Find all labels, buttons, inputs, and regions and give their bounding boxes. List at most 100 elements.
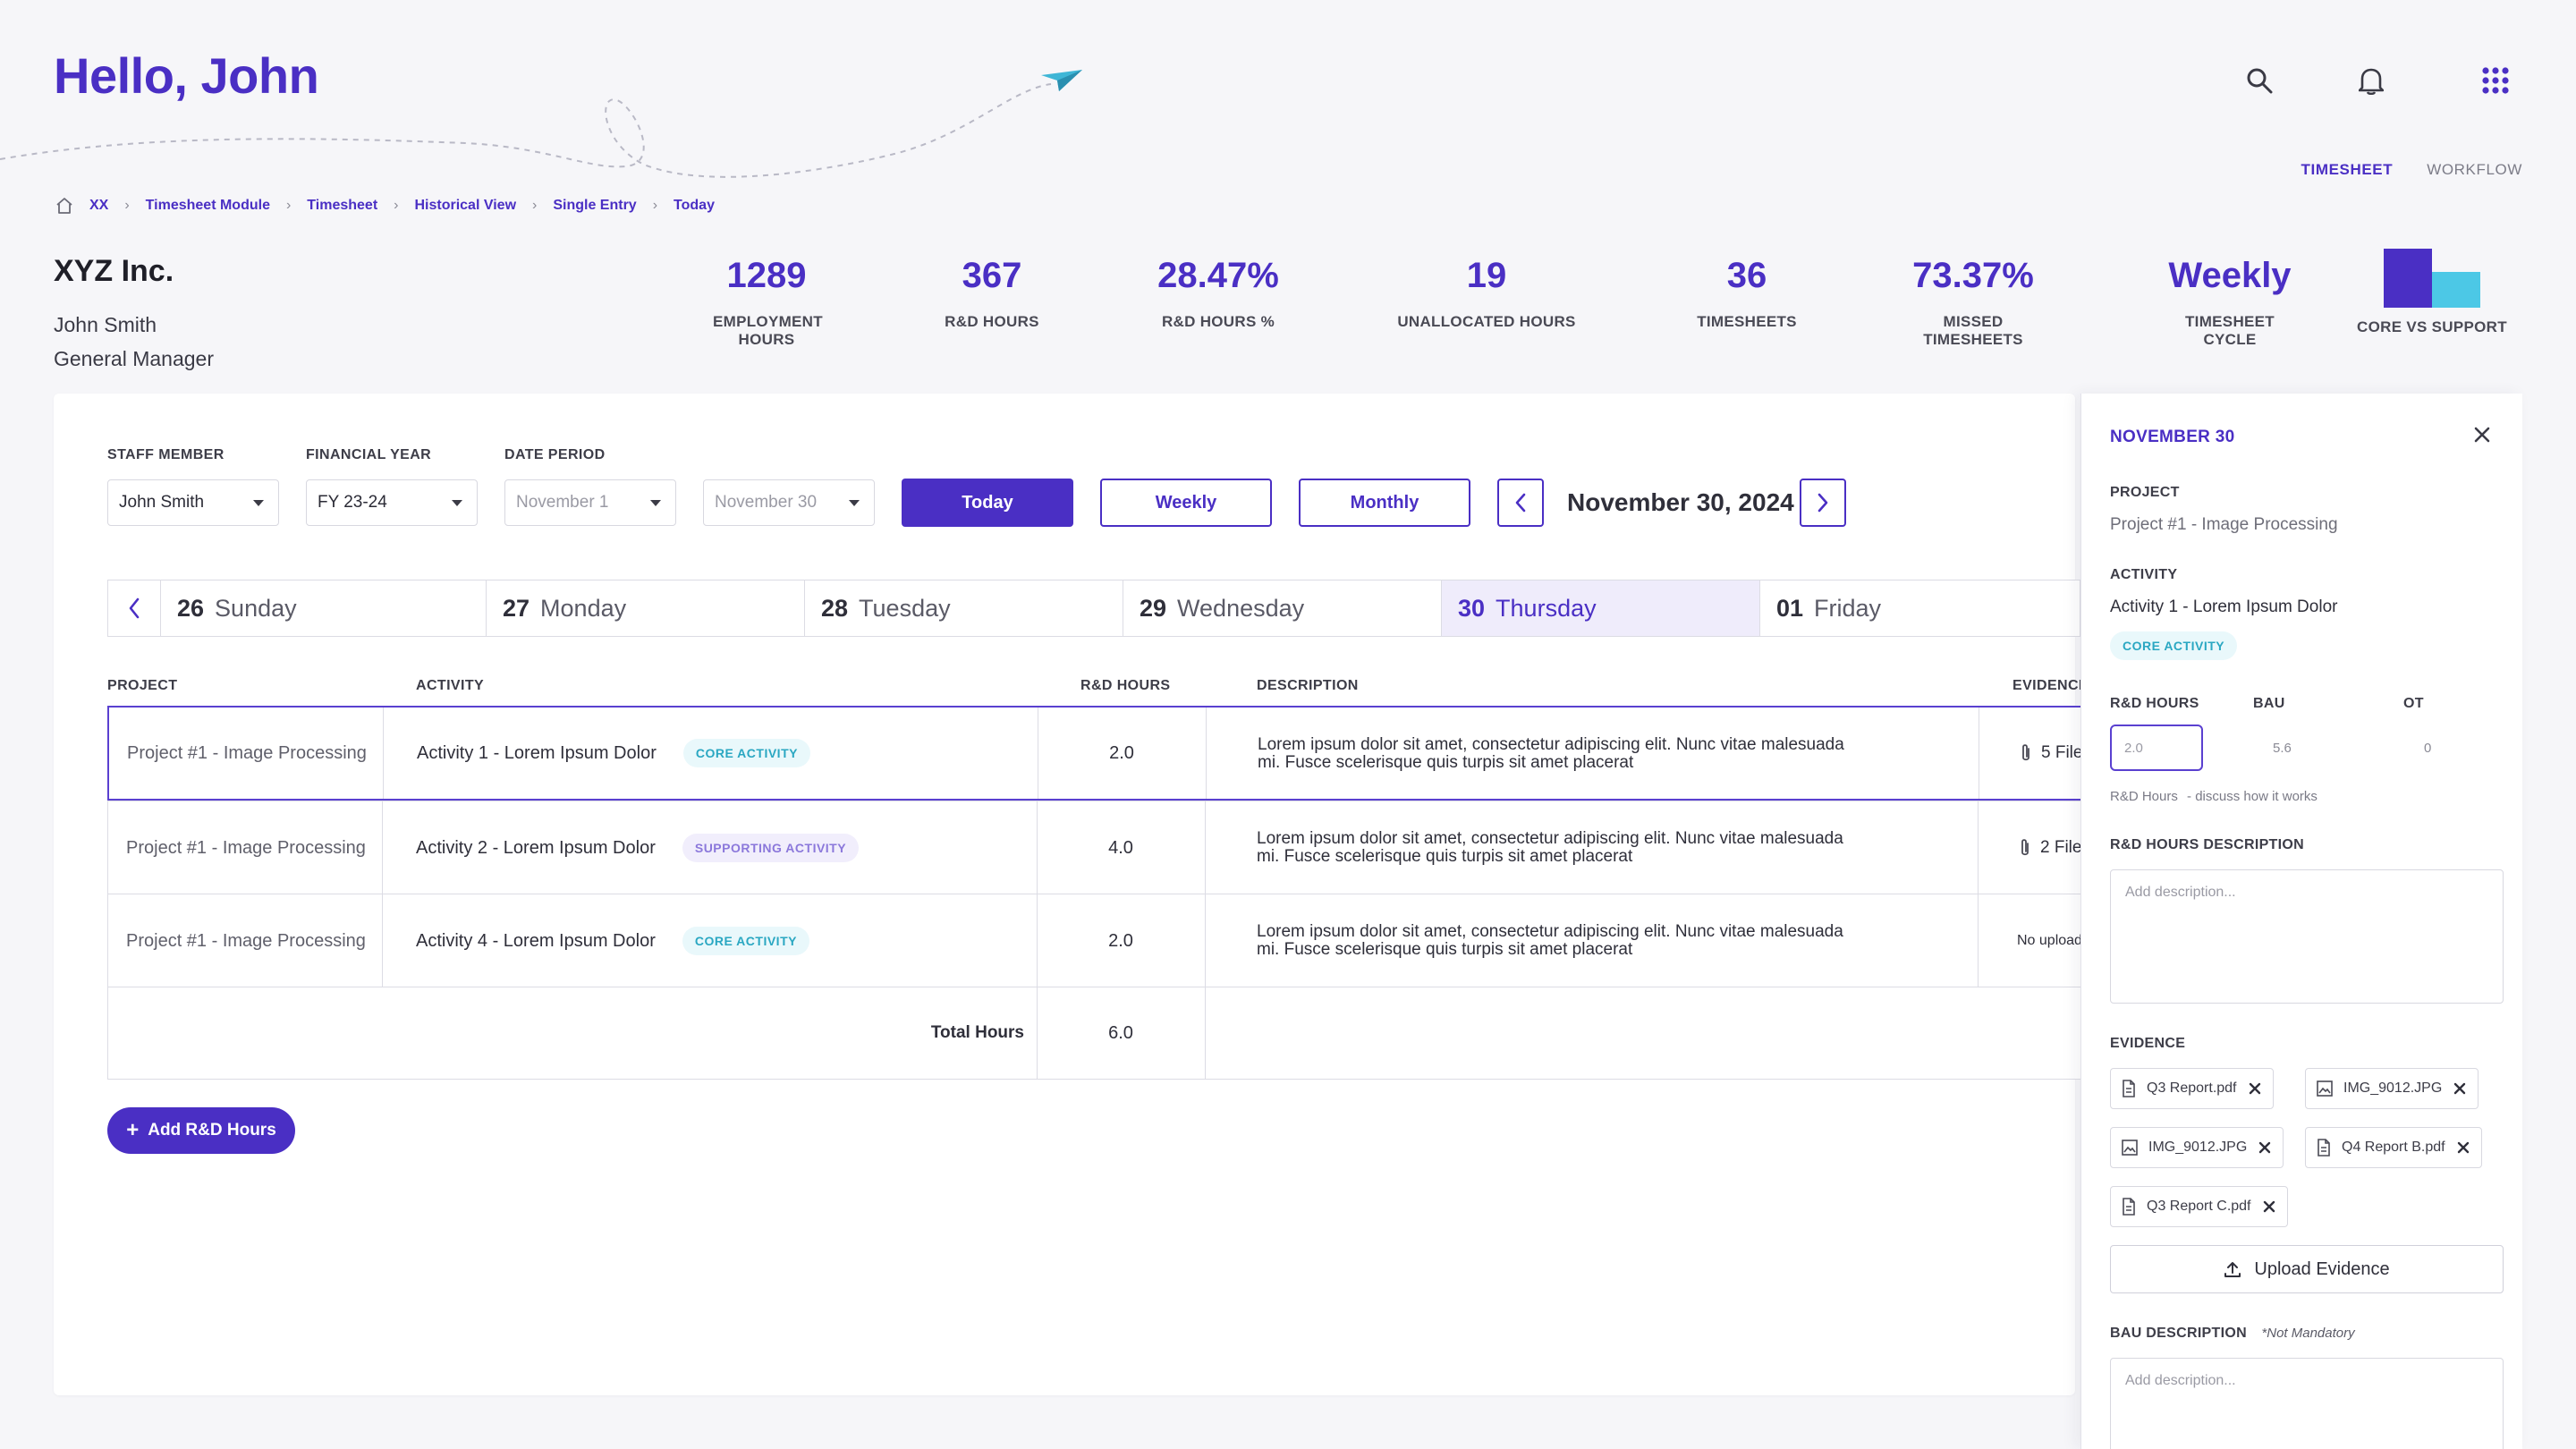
day-thursday[interactable]: 30 Thursday [1441, 580, 1759, 636]
stat-missed-timesheets: 73.37% MISSED TIMESHEETS [1875, 252, 2072, 349]
project-cell: Project #1 - Image Processing [127, 742, 367, 763]
evidence-file-chip[interactable]: Q4 Report B.pdf [2305, 1127, 2482, 1168]
bau-description-label: BAU DESCRIPTION [2110, 1326, 2247, 1341]
description-cell: Lorem ipsum dolor sit amet, consectetur … [1258, 708, 1902, 799]
stat-unallocated-hours: 19 UNALLOCATED HOURS [1388, 252, 1585, 331]
evidence-file-chip[interactable]: IMG_9012.JPG [2305, 1068, 2479, 1109]
close-icon[interactable] [2258, 1140, 2272, 1155]
date-from-select[interactable]: November 1 [504, 479, 676, 526]
rd-hours-hint: R&D Hours - discuss how it works [2110, 789, 2318, 804]
apps-grid-icon[interactable] [2474, 59, 2517, 102]
day-tuesday[interactable]: 28 Tuesday [804, 580, 1123, 636]
monthly-button[interactable]: Monthly [1299, 479, 1470, 527]
upload-evidence-label: Upload Evidence [2254, 1258, 2390, 1279]
close-icon[interactable] [2248, 1081, 2262, 1096]
breadcrumb-timesheet[interactable]: Timesheet [307, 198, 378, 213]
project-cell: Project #1 - Image Processing [126, 837, 366, 858]
tab-workflow[interactable]: WORKFLOW [2427, 161, 2522, 178]
chevron-down-icon [253, 499, 264, 506]
add-rd-hours-label: Add R&D Hours [148, 1121, 276, 1140]
previous-date-button[interactable] [1497, 479, 1544, 527]
today-button[interactable]: Today [902, 479, 1073, 527]
previous-week-button[interactable] [108, 580, 160, 636]
tab-timesheet[interactable]: TIMESHEET [2301, 161, 2394, 178]
activity-value: Activity 1 - Lorem Ipsum Dolor [2110, 597, 2338, 616]
description-line: Lorem ipsum dolor sit amet, consectetur … [1258, 735, 1844, 754]
close-icon[interactable] [2262, 1199, 2276, 1214]
breadcrumb-historical-view[interactable]: Historical View [414, 198, 517, 213]
chevron-right-icon: › [394, 198, 399, 213]
total-row: Total Hours 6.0 [107, 987, 2084, 1080]
day-friday[interactable]: 01 Friday [1759, 580, 2080, 636]
table-row[interactable]: Project #1 - Image Processing Activity 4… [107, 894, 2089, 988]
close-icon[interactable] [2456, 1140, 2470, 1155]
chevron-down-icon [849, 499, 860, 506]
breadcrumb-today[interactable]: Today [674, 198, 715, 213]
column-header-description: DESCRIPTION [1257, 678, 1359, 693]
bau-description-field[interactable]: Add description... [2110, 1358, 2504, 1449]
day-wednesday[interactable]: 29 Wednesday [1123, 580, 1441, 636]
stat-value: 367 [962, 256, 1022, 295]
evidence-cell[interactable]: 5 Files [2020, 708, 2100, 799]
breadcrumb-single-entry[interactable]: Single Entry [553, 198, 637, 213]
evidence-file-chip[interactable]: Q3 Report C.pdf [2110, 1186, 2288, 1227]
stat-label: TIMESHEETS [1697, 313, 1797, 330]
evidence-cell[interactable]: No uploads [2017, 933, 2089, 948]
stat-timesheet-cycle: Weekly TIMESHEET CYCLE [2131, 252, 2328, 349]
current-date: November 30, 2024 [1567, 488, 1794, 516]
upload-icon [2224, 1262, 2241, 1277]
hours-cell: 2.0 [1108, 930, 1133, 951]
stat-value: 28.47% [1157, 256, 1279, 295]
breadcrumb-timesheet-module[interactable]: Timesheet Module [145, 198, 270, 213]
evidence-file-chip[interactable]: IMG_9012.JPG [2110, 1127, 2284, 1168]
date-to-value: November 30 [715, 493, 818, 512]
evidence-cell[interactable]: 2 Files [2019, 801, 2099, 894]
financial-year-select[interactable]: FY 23-24 [306, 479, 478, 526]
stat-rd-hours-percent: 28.47% R&D HOURS % [1120, 252, 1317, 331]
close-icon[interactable] [2471, 424, 2493, 450]
chevron-down-icon [650, 499, 661, 506]
day-number: 27 [503, 594, 530, 622]
hint-link[interactable]: - discuss how it works [2187, 789, 2318, 804]
date-to-select[interactable]: November 30 [703, 479, 875, 526]
file-name: Q4 Report B.pdf [2342, 1140, 2445, 1155]
document-icon [2318, 1139, 2330, 1157]
bell-icon[interactable] [2350, 59, 2393, 102]
evidence-file-chip[interactable]: Q3 Report.pdf [2110, 1068, 2274, 1109]
upload-evidence-button[interactable]: Upload Evidence [2110, 1245, 2504, 1293]
decorative-flight-path [0, 83, 1052, 178]
stat-core-vs-support: CORE VS SUPPORT [2334, 249, 2530, 336]
table-row[interactable]: Project #1 - Image Processing Activity 2… [107, 801, 2090, 895]
weekly-button[interactable]: Weekly [1100, 479, 1272, 527]
stat-rd-hours: 367 R&D HOURS [894, 252, 1090, 331]
description-line: mi. Fusce scelerisque quis turpis sit am… [1257, 940, 1633, 959]
stat-value: 36 [1726, 256, 1767, 295]
stat-value: 19 [1466, 256, 1507, 295]
day-name: Monday [540, 594, 627, 622]
paperclip-icon [2021, 839, 2029, 856]
evidence-label: EVIDENCE [2110, 1036, 2186, 1051]
next-date-button[interactable] [1800, 479, 1846, 527]
close-icon[interactable] [2453, 1081, 2467, 1096]
rd-hours-input[interactable]: 2.0 [2110, 724, 2203, 771]
day-number: 26 [177, 594, 205, 622]
table-row[interactable]: Project #1 - Image Processing Activity 1… [107, 706, 2091, 801]
activity-name: Activity 2 - Lorem Ipsum Dolor [416, 837, 656, 858]
bau-label: BAU [2253, 696, 2285, 711]
rd-description-label: R&D HOURS DESCRIPTION [2110, 837, 2304, 852]
stat-value: Weekly [2168, 256, 2292, 295]
add-rd-hours-button[interactable]: + Add R&D Hours [107, 1107, 295, 1154]
file-name: IMG_9012.JPG [2148, 1140, 2248, 1155]
breadcrumb-xx[interactable]: XX [89, 198, 109, 213]
description-line: Lorem ipsum dolor sit amet, consectetur … [1257, 922, 1843, 941]
staff-member-select[interactable]: John Smith [107, 479, 279, 526]
rd-description-field[interactable]: Add description... [2110, 869, 2504, 1004]
day-sunday[interactable]: 26 Sunday [160, 580, 486, 636]
bau-description-heading: BAU DESCRIPTION *Not Mandatory [2110, 1326, 2355, 1342]
greeting-title: Hello, John [54, 47, 319, 104]
module-tabs: TIMESHEET WORKFLOW [2301, 161, 2522, 179]
home-icon[interactable] [55, 197, 73, 215]
day-monday[interactable]: 27 Monday [486, 580, 804, 636]
search-icon[interactable] [2238, 59, 2281, 102]
date-period-label: DATE PERIOD [504, 447, 606, 462]
